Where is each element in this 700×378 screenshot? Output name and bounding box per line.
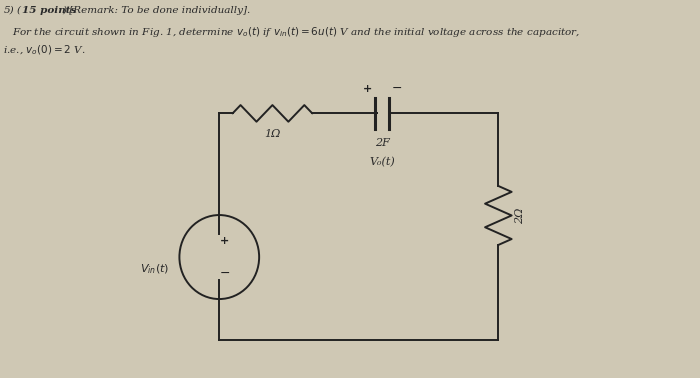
Text: +: + (363, 85, 372, 94)
Text: 2F: 2F (374, 138, 389, 148)
Text: +: + (220, 236, 229, 246)
Text: 1Ω: 1Ω (264, 129, 281, 138)
Text: −: − (219, 266, 230, 279)
Text: ) [Remark: To be done individually].: ) [Remark: To be done individually]. (62, 6, 250, 15)
Text: −: − (391, 82, 402, 94)
Text: i.e., $v_o(0) = 2$ V.: i.e., $v_o(0) = 2$ V. (4, 43, 86, 57)
Text: (: ( (17, 6, 20, 15)
Text: $V_{in}(t)$: $V_{in}(t)$ (140, 263, 169, 276)
Text: 2Ω: 2Ω (515, 207, 525, 224)
Text: For the circuit shown in Fig. 1, determine $v_o(t)$ if $v_{in}(t) = 6u(t)$ V and: For the circuit shown in Fig. 1, determi… (12, 25, 580, 39)
Text: V₀(t): V₀(t) (369, 157, 395, 167)
Text: 15 points: 15 points (22, 6, 76, 15)
Text: 5): 5) (4, 6, 14, 15)
